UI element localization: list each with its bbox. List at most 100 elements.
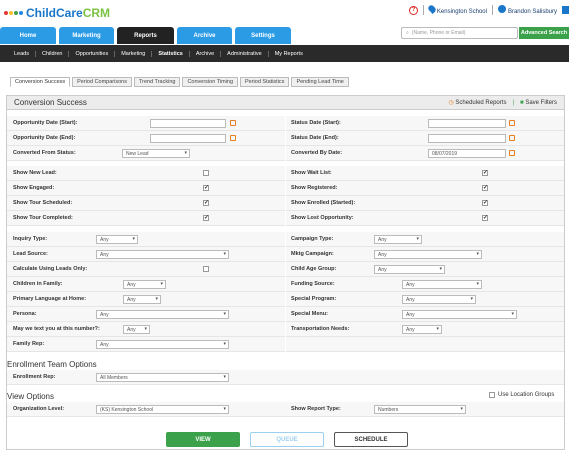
filter-row: Status Date (Start): xyxy=(286,116,564,131)
show-engaged-checkbox[interactable] xyxy=(203,185,209,191)
filter-row: Show Tour Completed: xyxy=(7,211,285,226)
save-icon: ■ xyxy=(520,99,526,106)
subnav-statistics[interactable]: Statistics xyxy=(152,50,190,57)
tab-marketing[interactable]: Marketing xyxy=(59,27,114,44)
scheduled-reports-link[interactable]: ◷ Scheduled Reports xyxy=(448,100,507,106)
special-menu-select[interactable]: Any xyxy=(402,310,517,319)
child-age-group-select[interactable]: Any xyxy=(374,265,445,274)
converted-by-date-input[interactable]: 08/07/2019 xyxy=(428,149,506,158)
organization-level-select[interactable]: (KS) Kensington School xyxy=(96,405,229,414)
use-location-groups-label: Use Location Groups xyxy=(498,392,555,398)
panel-title: Conversion Success xyxy=(14,98,87,107)
tab-conversion-success[interactable]: Conversion Success xyxy=(10,77,71,87)
subnav-administrative[interactable]: Administrative xyxy=(221,50,269,57)
view-button[interactable]: VIEW xyxy=(166,432,240,447)
tab-period-statistics[interactable]: Period Statistics xyxy=(240,77,290,87)
enrollment-rep-select[interactable]: All Members xyxy=(96,373,229,382)
filter-row: Opportunity Date (Start): xyxy=(7,116,285,131)
show-tour-completed-checkbox[interactable] xyxy=(203,215,209,221)
filter-row xyxy=(286,337,564,352)
filter-row: Show Enrolled (Started): xyxy=(286,196,564,211)
location-pin-icon xyxy=(426,4,437,14)
filter-row: Organization Level: Show Report Type: xyxy=(7,402,564,417)
inquiry-type-select[interactable]: Any xyxy=(96,235,138,244)
filter-row: Converted By Date: xyxy=(286,146,564,161)
family-rep-select[interactable]: Any xyxy=(96,340,229,349)
clock-icon: ◷ xyxy=(448,100,456,106)
subnav-my-reports[interactable]: My Reports xyxy=(274,50,303,57)
tab-home[interactable]: Home xyxy=(0,27,56,44)
show-enrolled-checkbox[interactable] xyxy=(482,200,488,206)
app-logo[interactable]: Child Care CRM xyxy=(4,6,110,20)
filter-row: Status Date (End): xyxy=(286,131,564,146)
filter-row: Campaign Type: xyxy=(286,232,564,247)
status-end-date-input[interactable] xyxy=(428,134,506,143)
filter-row: Calculate Using Leads Only: xyxy=(7,262,285,277)
subnav-archive[interactable]: Archive xyxy=(190,50,222,57)
calendar-icon[interactable] xyxy=(509,150,515,156)
filter-row: Opportunity Date (End): xyxy=(7,131,285,146)
report-tabs: Conversion Success Period Comparisons Tr… xyxy=(10,77,349,87)
report-type-select[interactable]: Numbers xyxy=(374,405,466,414)
user-menu[interactable]: Brandon Salisbury xyxy=(497,5,557,15)
subnav-marketing[interactable]: Marketing xyxy=(115,50,153,57)
calendar-icon[interactable] xyxy=(230,120,236,126)
tab-conversion-timing[interactable]: Conversion Timing xyxy=(182,77,238,87)
show-tour-scheduled-checkbox[interactable] xyxy=(203,200,209,206)
status-start-date-input[interactable] xyxy=(428,119,506,128)
subnav-opportunities[interactable]: Opportunities xyxy=(69,50,116,57)
show-lost-opportunity-checkbox[interactable] xyxy=(482,215,488,221)
subnav-leads[interactable]: Leads xyxy=(8,50,36,57)
lead-source-select[interactable]: Any xyxy=(96,250,229,259)
schedule-button[interactable]: SCHEDULE xyxy=(334,432,408,447)
tab-settings[interactable]: Settings xyxy=(235,27,291,44)
children-in-family-select[interactable]: Any xyxy=(123,280,166,289)
calendar-icon[interactable] xyxy=(509,135,515,141)
text-consent-select[interactable]: Any xyxy=(123,325,150,334)
transportation-needs-select[interactable]: Any xyxy=(402,325,442,334)
opportunity-end-date-input[interactable] xyxy=(150,134,226,143)
calendar-icon[interactable] xyxy=(509,120,515,126)
view-options-title: View Options xyxy=(7,392,54,401)
tab-archive[interactable]: Archive xyxy=(177,27,232,44)
filter-row: Show Wait List: xyxy=(286,166,564,181)
tab-pending-lead-time[interactable]: Pending Lead Time xyxy=(291,77,349,87)
calendar-icon[interactable] xyxy=(230,135,236,141)
show-registered-checkbox[interactable] xyxy=(482,185,488,191)
tab-trend-tracking[interactable]: Trend Tracking xyxy=(133,77,181,87)
save-filters-link[interactable]: ■ Save Filters xyxy=(520,99,557,106)
main-tabs: Home Marketing Reports Archive Settings xyxy=(0,27,291,44)
filter-row: Show New Lead: xyxy=(7,166,285,181)
tab-period-comparisons[interactable]: Period Comparisons xyxy=(72,77,132,87)
primary-language-select[interactable]: Any xyxy=(123,295,161,304)
filter-row: Show Registered: xyxy=(286,181,564,196)
filter-row: Show Lost Opportunity: xyxy=(286,211,564,226)
show-new-lead-checkbox[interactable] xyxy=(203,170,209,176)
queue-button[interactable]: QUEUE xyxy=(250,432,324,447)
enrollment-section-title: Enrollment Team Options xyxy=(7,360,97,369)
opportunity-start-date-input[interactable] xyxy=(150,119,226,128)
show-wait-list-checkbox[interactable] xyxy=(482,170,488,176)
funding-source-select[interactable]: Any xyxy=(402,280,482,289)
panel-header: Conversion Success ◷ Scheduled Reports |… xyxy=(7,96,564,110)
persona-select[interactable]: Any xyxy=(96,310,229,319)
search-icon: ⌕ xyxy=(406,30,409,36)
calculate-leads-only-checkbox[interactable] xyxy=(203,266,209,272)
search-input[interactable]: ⌕ (Name, Phone or Email) xyxy=(401,27,518,39)
filter-row: Show Engaged: xyxy=(7,181,285,196)
help-icon[interactable]: ? xyxy=(408,5,418,15)
logout-icon[interactable] xyxy=(562,6,569,14)
campaign-type-select[interactable]: Any xyxy=(374,235,422,244)
location-selector[interactable]: Kensington School xyxy=(426,4,487,15)
filter-row: Enrollment Rep: xyxy=(7,370,564,385)
subnav-children[interactable]: Children xyxy=(36,50,70,57)
filter-row: Inquiry Type: xyxy=(7,232,285,247)
use-location-groups-checkbox[interactable] xyxy=(489,392,495,398)
top-right-controls: ? Kensington School Brandon Salisbury xyxy=(408,4,569,15)
advanced-search-button[interactable]: Advanced Search xyxy=(519,27,569,39)
special-program-select[interactable]: Any xyxy=(402,295,476,304)
mktg-campaign-select[interactable]: Any xyxy=(374,250,482,259)
converted-from-status-select[interactable]: New Lead xyxy=(122,149,190,158)
tab-reports[interactable]: Reports xyxy=(117,27,174,44)
logo-dots-icon xyxy=(4,11,23,15)
